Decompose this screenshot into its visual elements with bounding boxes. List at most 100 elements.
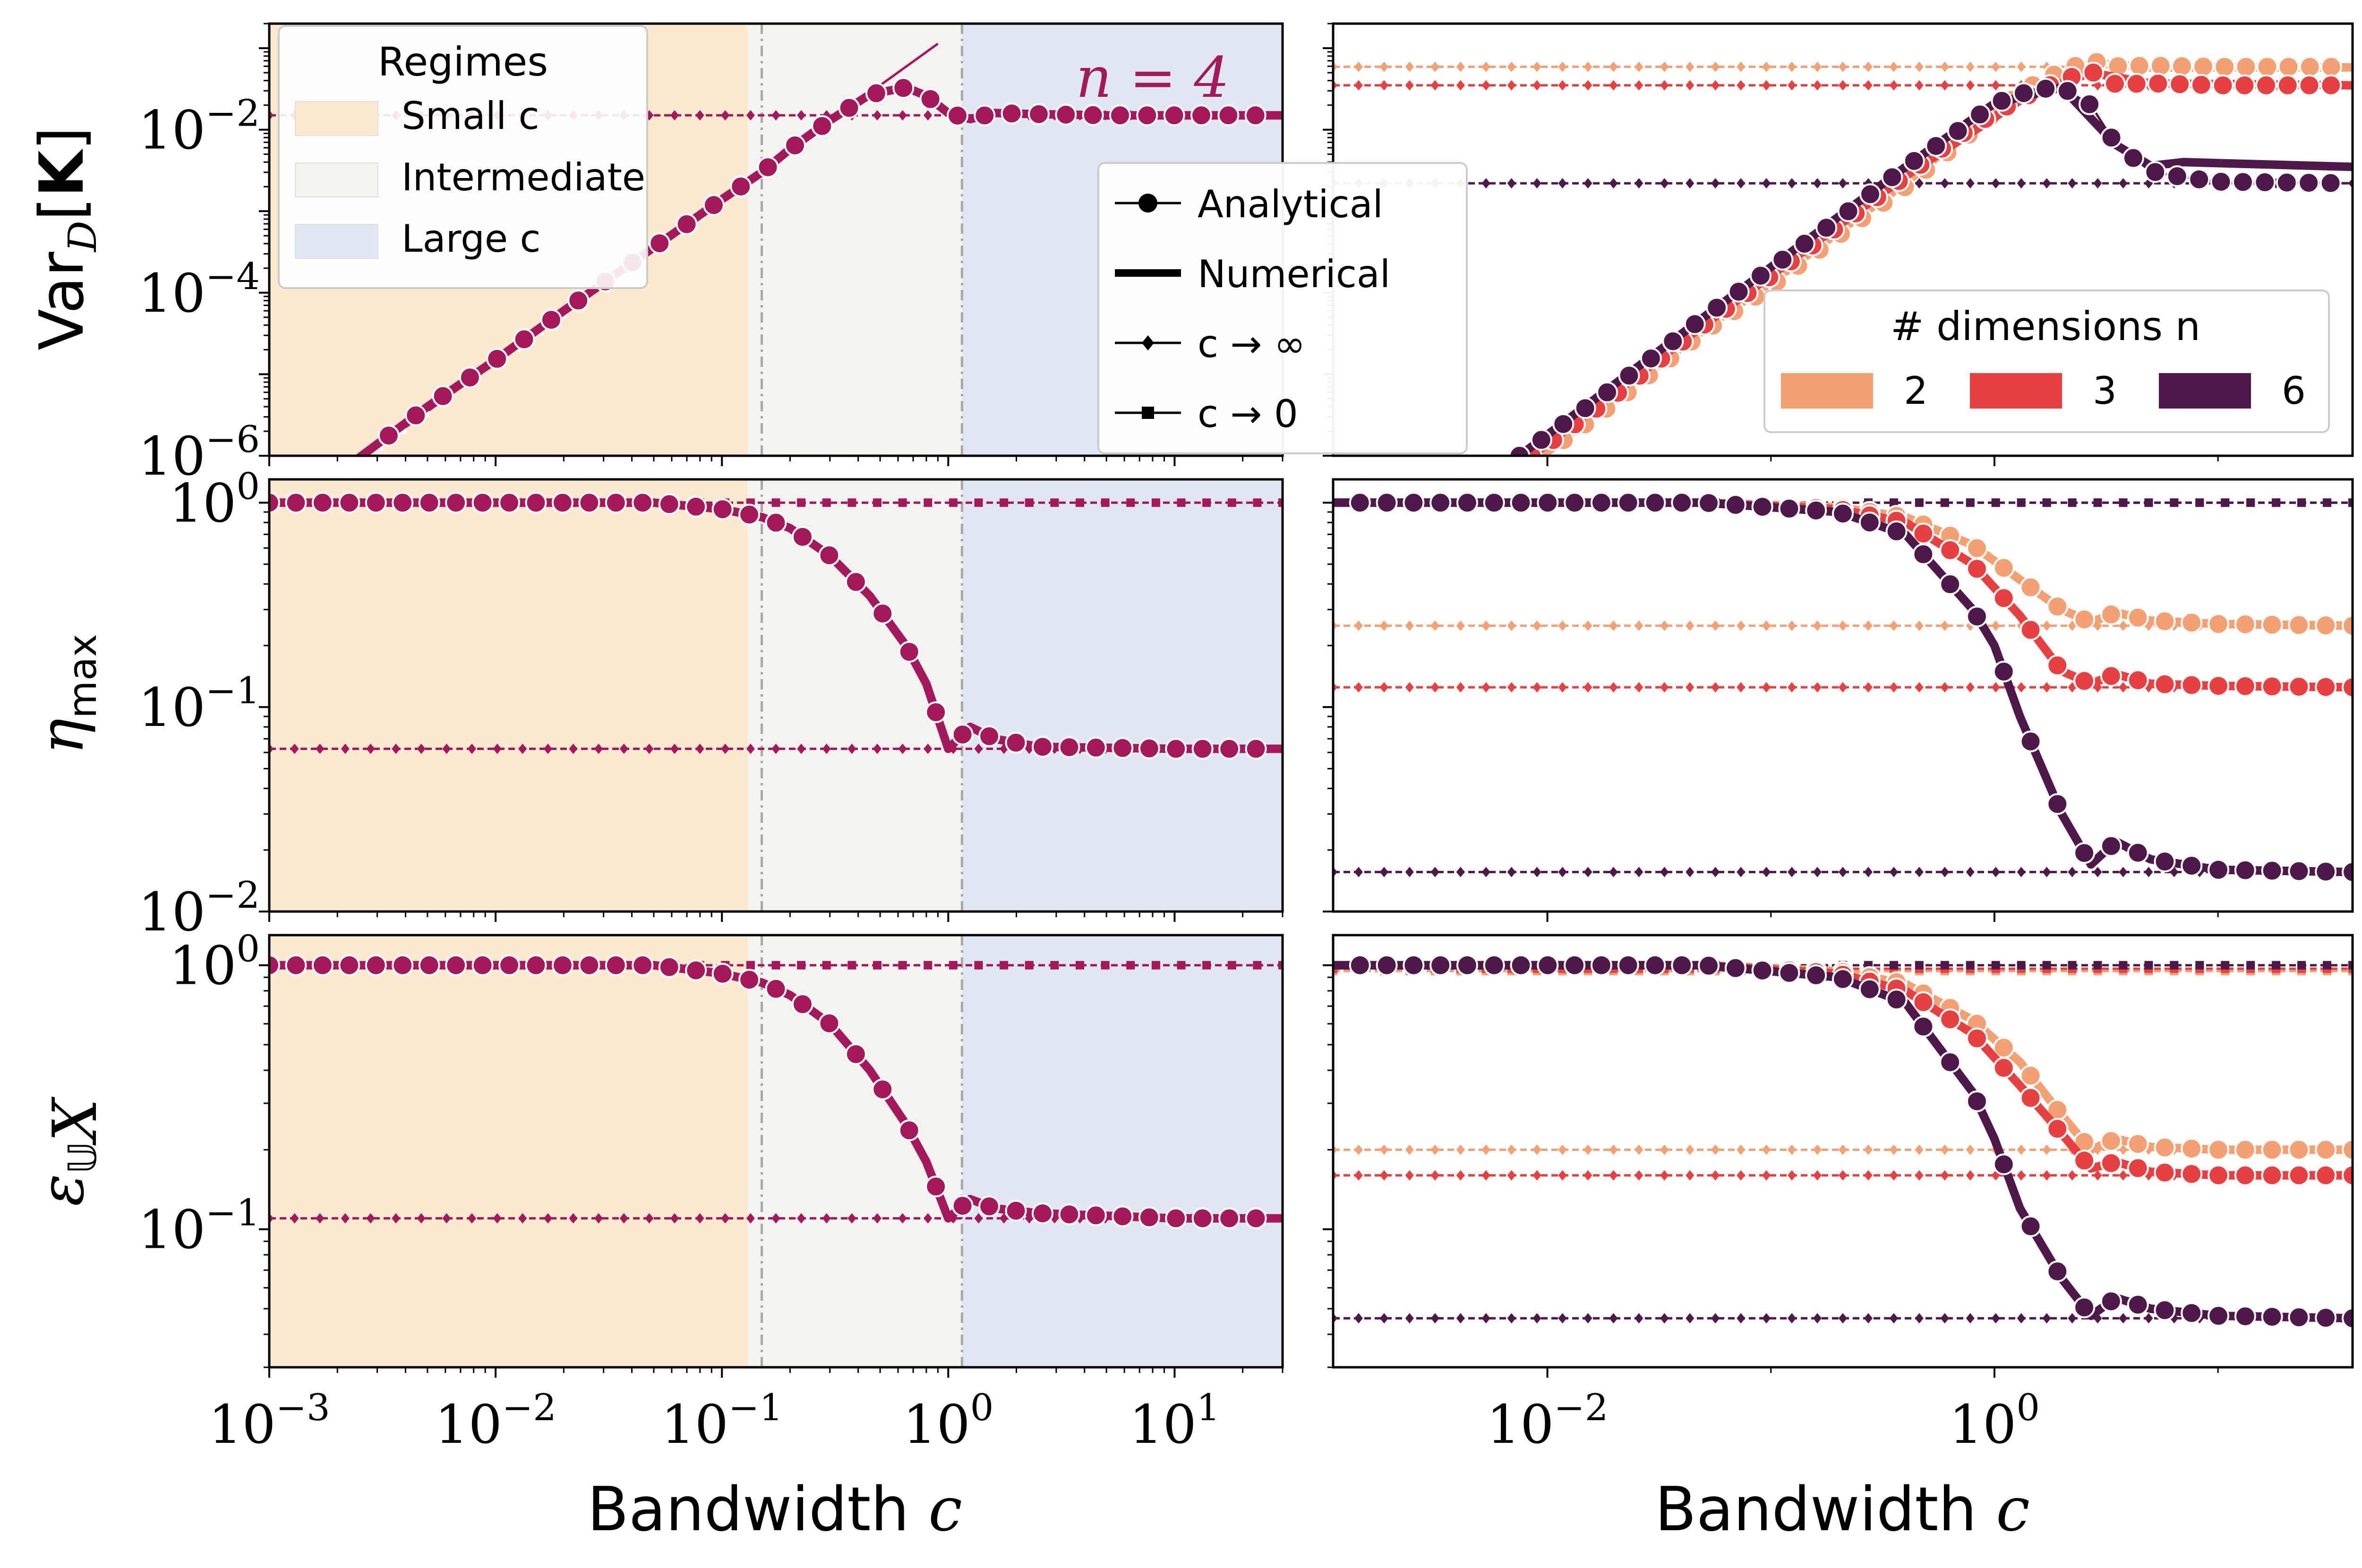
c-to-zero-marker	[1151, 961, 1160, 970]
n4-point	[757, 156, 779, 179]
n2-c-to-inf-marker	[1405, 61, 1414, 72]
n3-c-to-inf-marker	[1940, 1170, 1949, 1181]
c-to-zero-marker	[949, 961, 958, 970]
n4-point	[811, 115, 833, 137]
n3-point	[2276, 74, 2299, 96]
n3-point	[2234, 74, 2256, 96]
n3-point	[2073, 1150, 2096, 1172]
n6-point	[1590, 954, 1612, 976]
n4-point	[818, 544, 840, 566]
n6-c-to-zero-marker	[2323, 961, 2332, 970]
n4-point	[685, 495, 707, 518]
n6-point	[1751, 495, 1773, 518]
n4-point	[392, 954, 414, 976]
n3-c-to-inf-marker	[1635, 1170, 1643, 1181]
n6-point	[2020, 730, 2042, 752]
n6-c-to-inf-marker	[1711, 867, 1720, 878]
c-to-zero-marker	[1000, 961, 1009, 970]
n6-c-to-inf-marker	[1737, 1313, 1746, 1324]
n4-point	[392, 492, 414, 514]
n6-c-to-inf-marker	[1354, 1313, 1363, 1324]
n3-c-to-inf-marker	[2042, 682, 2051, 693]
regime-swatch	[295, 162, 378, 197]
n4-point	[1191, 738, 1214, 760]
n6-c-to-inf-marker	[2093, 867, 2102, 878]
n2-c-to-inf-marker	[1686, 61, 1694, 72]
n2-c-to-inf-marker	[1762, 620, 1771, 631]
c-to-zero-marker	[1227, 498, 1236, 507]
n2-c-to-inf-marker	[1762, 61, 1771, 72]
n6-c-to-inf-marker	[2017, 867, 2026, 878]
n4-point	[892, 77, 915, 99]
x-tick-label: 10−2	[435, 1387, 556, 1456]
regimes-legend-title: Regimes	[378, 39, 548, 85]
n4-point	[845, 571, 867, 593]
c-to-inf-marker	[771, 1213, 780, 1224]
n6-c-to-inf-marker	[1991, 867, 2000, 878]
n4-point	[578, 492, 600, 514]
n3-c-to-inf-marker	[1762, 682, 1771, 693]
n3-c-to-inf-marker	[1430, 682, 1439, 693]
c-to-zero-marker	[873, 961, 881, 970]
c-to-zero-marker	[924, 498, 933, 507]
n3-c-to-inf-marker	[1737, 682, 1746, 693]
c-to-inf-marker	[290, 1213, 299, 1224]
n3-c-to-inf-marker	[1379, 80, 1388, 91]
c-to-zero-marker	[974, 498, 983, 507]
style-legend-label: Numerical	[1198, 252, 1390, 296]
n4-point	[1191, 1207, 1214, 1229]
n3-point	[2020, 1087, 2042, 1109]
n2-c-to-inf-marker	[1354, 1144, 1363, 1155]
n2-point	[2256, 56, 2278, 78]
n6-point	[1832, 503, 1854, 525]
n3-c-to-inf-marker	[1583, 1170, 1592, 1181]
n4-point	[1027, 103, 1050, 125]
n3-point	[2125, 73, 2148, 95]
panel-1-1	[1333, 492, 2353, 883]
n6-c-to-inf-marker	[1532, 867, 1541, 878]
n2-c-to-inf-marker	[1839, 620, 1847, 631]
n3-c-to-inf-marker	[1839, 80, 1847, 91]
c-to-inf-marker	[442, 743, 451, 754]
n6-point	[1456, 954, 1478, 976]
n6-point	[2342, 861, 2353, 883]
n6-c-to-zero-marker	[2272, 498, 2281, 507]
n6-point	[1724, 957, 1746, 979]
dimensions-legend-title: # dimensions n	[1891, 303, 2200, 349]
c-to-zero-marker	[1126, 498, 1135, 507]
regime-label: Large c	[402, 217, 541, 261]
x-tick-label: 10−2	[1487, 1387, 1609, 1456]
n6-point	[1483, 954, 1505, 976]
c-to-zero-marker	[847, 498, 856, 507]
n6-point	[1429, 492, 1452, 514]
c-to-zero-marker	[1025, 961, 1034, 970]
n6-point	[1510, 954, 1532, 976]
c-to-inf-marker	[493, 743, 502, 754]
n3-c-to-inf-marker	[1711, 682, 1720, 693]
n6-c-to-inf-marker	[1481, 1313, 1490, 1324]
x-axis-label: Bandwidth c	[1655, 1474, 2030, 1545]
n2-c-to-inf-marker	[1991, 620, 2000, 631]
style-legend-label: c → ∞	[1198, 322, 1306, 366]
n6-c-to-zero-marker	[2119, 498, 2128, 507]
n6-c-to-zero-marker	[2195, 498, 2204, 507]
n6-c-to-zero-marker	[1940, 498, 1949, 507]
n6-c-to-inf-marker	[1456, 867, 1465, 878]
n3-c-to-inf-marker	[1481, 1170, 1490, 1181]
n6-point	[2298, 171, 2320, 194]
n6-point	[2261, 860, 2283, 882]
n6-point	[1376, 492, 1398, 514]
n2-c-to-inf-marker	[1354, 61, 1363, 72]
n4-point	[791, 526, 813, 548]
n4-point	[486, 348, 508, 370]
n6-c-to-inf-marker	[1558, 178, 1567, 189]
n6-point	[1881, 166, 1903, 188]
n2-point	[2277, 56, 2300, 78]
c-to-zero-marker	[1227, 961, 1236, 970]
n2-c-to-inf-marker	[1609, 1144, 1618, 1155]
n3-c-to-inf-marker	[1481, 682, 1490, 693]
n6-point	[2166, 165, 2188, 187]
regimes-legend: Regimes Small c Intermediate Large c	[278, 25, 648, 289]
n2-c-to-inf-marker	[1507, 620, 1516, 631]
n2-c-to-inf-marker	[1379, 1144, 1388, 1155]
